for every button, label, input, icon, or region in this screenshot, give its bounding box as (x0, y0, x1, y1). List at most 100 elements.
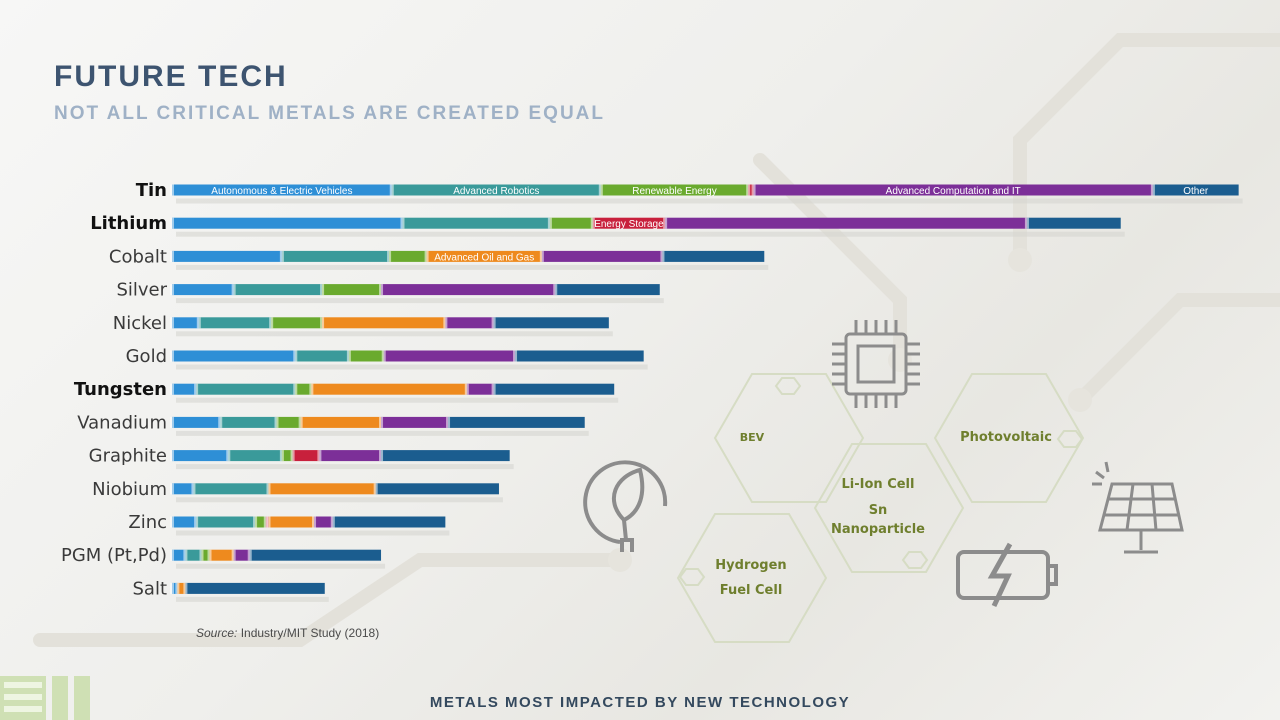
segment-joint (183, 582, 188, 594)
bar-segment-other (493, 383, 615, 395)
segment-joint (346, 350, 351, 362)
bar-segment-computation (381, 416, 449, 428)
chart-category-labels: Tin Lithium Cobalt Silver Nickel Gold Tungsten… (61, 180, 168, 599)
bar-segment-other (185, 582, 325, 594)
bar-segment-robotics (228, 450, 282, 462)
category-label-silver: Silver (116, 280, 167, 301)
series-label-robotics: Advanced Robotics (453, 186, 539, 197)
bar-shadow (176, 364, 648, 370)
category-label-tungsten: Tungsten (74, 379, 167, 400)
segment-joint (196, 317, 201, 329)
bar-segment-autonomous (172, 582, 178, 594)
bar-segment-storage (592, 217, 666, 229)
bar-segment-other (515, 350, 644, 362)
segment-joint (590, 217, 595, 229)
bar-segment-autonomous (172, 383, 197, 395)
segment-joint (231, 549, 236, 561)
segment-joint (660, 250, 665, 262)
series-label-computation: Advanced Computation and IT (886, 186, 1021, 197)
bar-segment-other (662, 250, 765, 262)
segment-joint (199, 549, 204, 561)
bar-segment-other (555, 284, 660, 296)
bar-shadow (176, 264, 769, 270)
category-label-lithium: Lithium (90, 213, 167, 234)
bar-shadow (176, 430, 589, 436)
bar-segment-renewable (549, 217, 593, 229)
category-label-niobium: Niobium (92, 479, 167, 500)
bar-segment-autonomous (172, 516, 197, 528)
segment-joint (170, 383, 174, 395)
source-note: Source: Industry/MIT Study (2018) (196, 626, 379, 640)
segment-joint (443, 317, 448, 329)
bar-shadow (176, 298, 664, 304)
bar-segment-renewable (201, 549, 210, 561)
segment-joint (320, 284, 325, 296)
segment-joint (513, 350, 518, 362)
segment-joint (298, 416, 303, 428)
segment-joint (226, 450, 231, 462)
series-label-other: Other (1183, 186, 1209, 197)
segment-joint (170, 350, 174, 362)
segment-joint (1024, 217, 1029, 229)
segment-joint (170, 582, 174, 594)
bar-segment-renewable (276, 416, 301, 428)
segment-joint (312, 516, 317, 528)
segment-joint (279, 250, 284, 262)
segment-joint (598, 184, 603, 196)
category-label-vanadium: Vanadium (77, 412, 167, 433)
bar-segment-other (448, 416, 585, 428)
segment-joint (170, 450, 174, 462)
segment-joint (293, 383, 298, 395)
bar-segment-autonomous (172, 450, 229, 462)
bar-segment-other (1026, 217, 1121, 229)
bar-segment-robotics (402, 217, 550, 229)
bar-segment-renewable (295, 383, 312, 395)
bar-segment-autonomous (172, 250, 282, 262)
bar-segment-robotics (233, 284, 323, 296)
segment-joint (170, 516, 174, 528)
bar-segment-robotics (391, 184, 601, 196)
segment-joint (266, 516, 271, 528)
segment-joint (170, 317, 174, 329)
bar-segment-robotics (220, 416, 277, 428)
bar-shadow (176, 596, 329, 602)
segment-joint (381, 350, 386, 362)
segment-joint (446, 416, 451, 428)
bar-segment-storage (748, 184, 754, 196)
segment-joint (389, 184, 394, 196)
bar-segment-computation (381, 284, 556, 296)
category-label-salt: Salt (132, 578, 167, 599)
segment-joint (170, 549, 174, 561)
bar-segment-renewable (322, 284, 382, 296)
category-label-graphite: Graphite (89, 446, 167, 467)
bar-segment-oilgas (426, 250, 542, 262)
bar-segment-autonomous (172, 350, 296, 362)
segment-joint (751, 184, 756, 196)
segment-joint (309, 383, 314, 395)
bar-segment-computation (445, 317, 494, 329)
segment-joint (170, 250, 174, 262)
bar-segment-renewable (348, 350, 384, 362)
bar-segment-computation (665, 217, 1027, 229)
segment-joint (279, 450, 284, 462)
source-text: Industry/MIT Study (2018) (240, 626, 380, 640)
company-logo (0, 676, 90, 720)
segment-joint (373, 483, 378, 495)
bar-shadow (176, 331, 613, 337)
bar-segment-robotics (196, 383, 296, 395)
segment-joint (317, 450, 322, 462)
series-label-renewable: Renewable Energy (632, 186, 717, 197)
bar-shadow (176, 563, 386, 569)
bar-segment-computation (314, 516, 333, 528)
bar-segment-robotics (198, 317, 272, 329)
segment-joint (491, 383, 496, 395)
segment-joint (553, 284, 558, 296)
bar-shadow (176, 530, 450, 536)
segment-joint (379, 284, 384, 296)
bar-shadow (176, 397, 619, 403)
bar-shadow (176, 231, 1125, 237)
segment-joint (539, 250, 544, 262)
bar-segment-renewable (271, 317, 323, 329)
footer-caption: METALS MOST IMPACTED BY NEW TECHNOLOGY (429, 694, 851, 711)
bar-segment-autonomous (172, 317, 199, 329)
